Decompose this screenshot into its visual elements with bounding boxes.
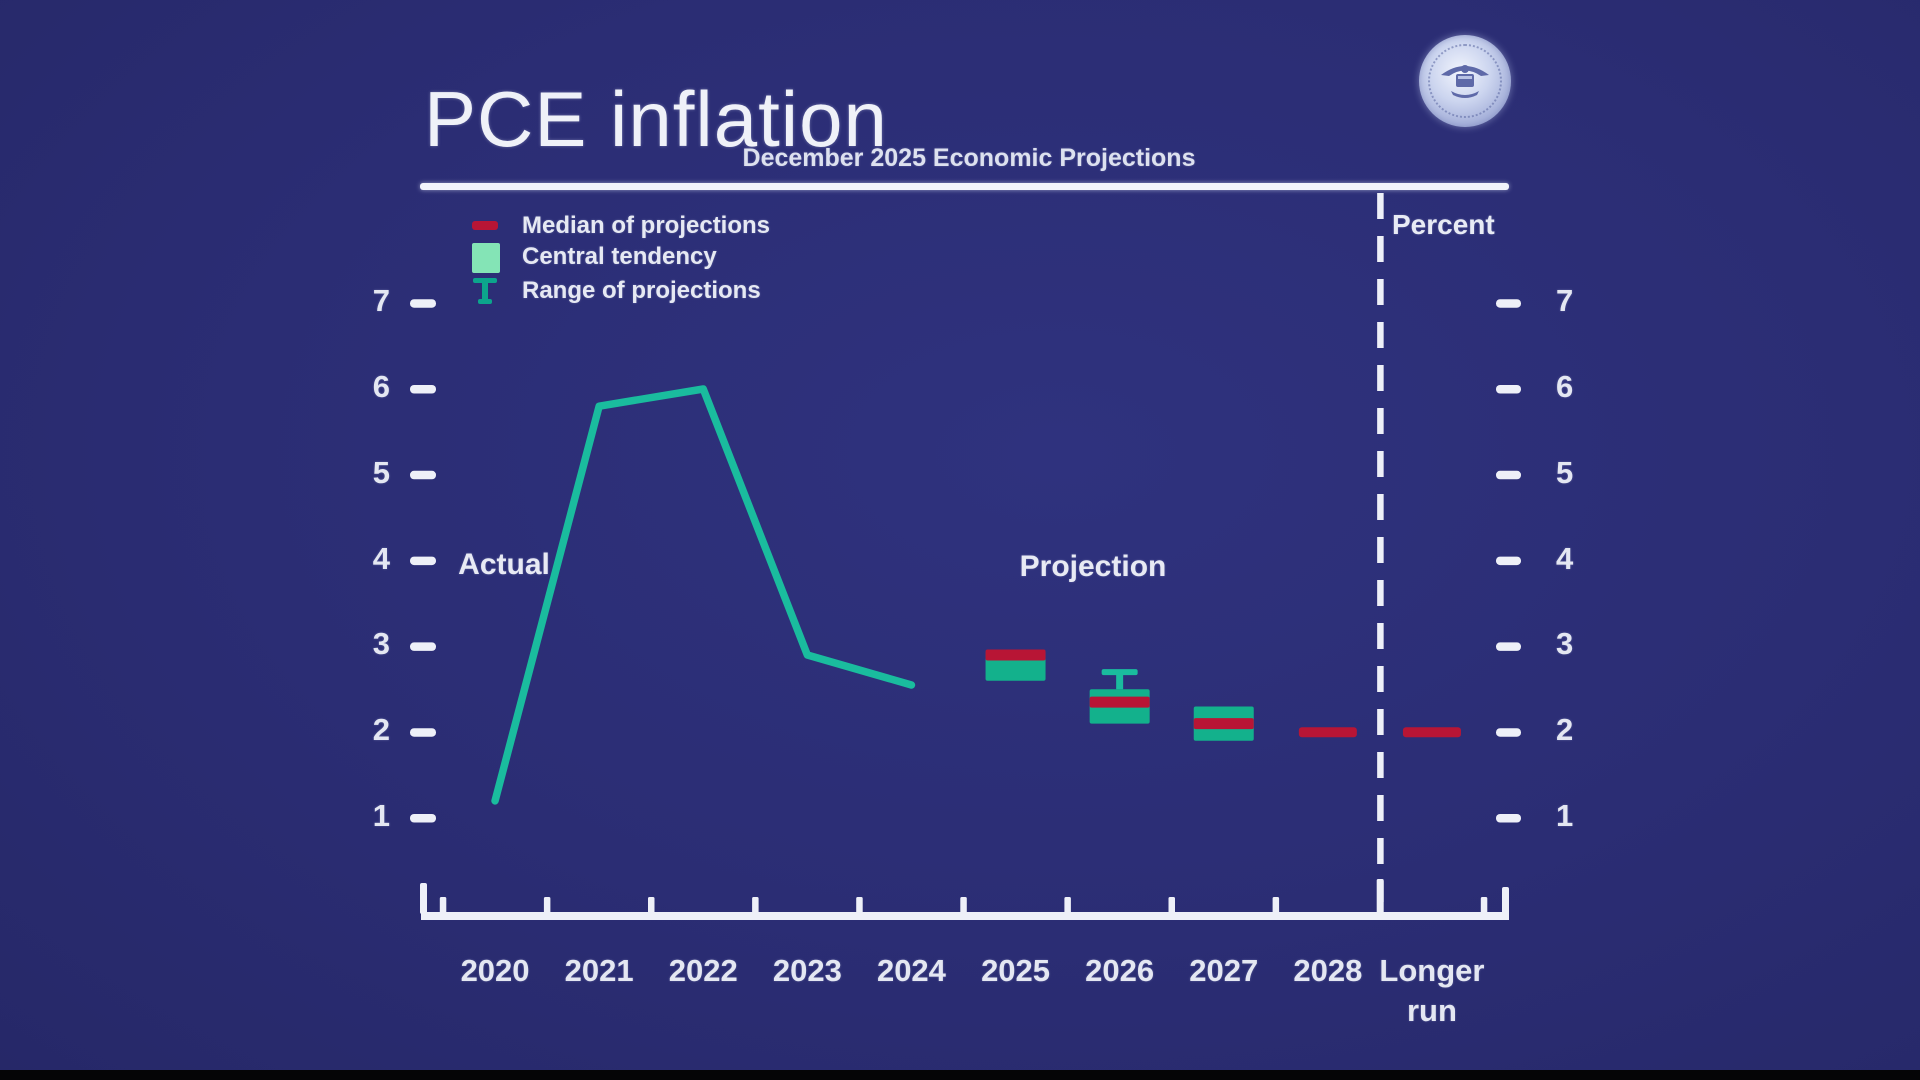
y-axis-label-left-6: 6 (372, 369, 390, 404)
x-axis-line (421, 912, 1509, 920)
actual-line (491, 385, 916, 805)
y-axis-label-right-5: 5 (1556, 454, 1574, 490)
y-axis-label-right-2: 2 (1556, 712, 1574, 748)
median-dash (1193, 718, 1254, 730)
y-axis-label-right-4: 4 (1556, 540, 1574, 576)
y-axis-tick-left (410, 556, 436, 566)
x-axis-end-tick-right (1502, 887, 1509, 914)
y-axis-tick-left (410, 299, 436, 308)
x-axis-label-2026: 2026 (1085, 953, 1155, 988)
x-axis-tick (1480, 897, 1488, 914)
legend-label-central-tendency: Central tendency (522, 243, 717, 270)
y-axis-tick-right (1496, 814, 1521, 823)
legend-label-median: Median of projections (522, 212, 771, 239)
y-axis-tick-right (1496, 642, 1521, 651)
letterbox-bottom-bar (0, 1070, 1920, 1080)
y-axis-tick-left (410, 385, 436, 394)
y-axis-unit-label: Percent (1392, 209, 1495, 240)
x-axis-label-2021: 2021 (564, 953, 634, 988)
y-axis-label-right-7: 7 (1556, 283, 1574, 319)
x-axis-tick (1272, 897, 1280, 914)
x-axis-label-2024: 2024 (876, 953, 946, 988)
legend-label-range: Range of projections (522, 277, 761, 304)
x-axis-tick (960, 897, 967, 914)
projection-annotation: Projection (1019, 550, 1167, 583)
x-axis-tick (856, 897, 863, 914)
central-tendency-swatch-icon (472, 243, 500, 273)
chart-top-border (420, 183, 1509, 190)
page-title: PCE inflation (424, 75, 888, 163)
x-axis-label-2027: 2027 (1189, 953, 1259, 988)
x-axis-label-2023: 2023 (772, 953, 842, 988)
x-axis-tick (543, 897, 551, 914)
x-axis-tick (1168, 897, 1175, 914)
y-axis-label-left-3: 3 (372, 626, 390, 662)
range-ibeam-icon (472, 278, 498, 304)
y-axis-tick-right (1496, 556, 1521, 566)
y-axis-label-right-3: 3 (1556, 626, 1574, 662)
range-whisker-stem (1116, 672, 1124, 690)
y-axis-tick-right (1496, 385, 1521, 394)
y-axis-tick-left (410, 470, 436, 480)
median-dash (1402, 727, 1461, 738)
x-axis-label-2022: 2022 (668, 953, 738, 988)
y-axis-label-right-6: 6 (1556, 369, 1574, 404)
y-axis-tick-left (410, 642, 436, 651)
x-axis-label-2028: 2028 (1293, 953, 1363, 988)
eagle-icon (1441, 65, 1489, 98)
x-axis-end-tick-left (420, 883, 427, 914)
y-axis-label-right-1: 1 (1556, 798, 1574, 833)
federal-reserve-seal (1419, 35, 1511, 127)
x-axis-tick (1064, 897, 1071, 914)
y-axis-tick-left (410, 814, 436, 823)
y-axis-label-left-1: 1 (372, 798, 390, 833)
median-dash (1298, 727, 1357, 738)
y-axis-label-left-2: 2 (372, 712, 390, 748)
legend-item-range: Range of projections (470, 277, 761, 304)
y-axis-tick-right (1496, 299, 1521, 308)
y-axis-tick-right (1496, 728, 1521, 737)
x-axis-label-2020: 2020 (460, 953, 530, 988)
x-axis-tick (752, 897, 759, 914)
y-axis-label-left-7: 7 (372, 283, 390, 319)
median-dash (1089, 696, 1150, 708)
x-axis-label-2025: 2025 (981, 953, 1051, 988)
x-axis-tick (439, 897, 447, 914)
y-axis-tick-left (410, 728, 436, 737)
x-axis-label-longer-run: Longer run (1379, 953, 1485, 1028)
actual-annotation: Actual (458, 548, 550, 581)
y-axis-tick-right (1496, 470, 1521, 480)
y-axis-label-left-4: 4 (372, 540, 390, 576)
median-dash-icon (472, 221, 498, 230)
x-axis-tick (648, 897, 655, 914)
median-dash (985, 649, 1046, 661)
y-axis-label-left-5: 5 (372, 454, 390, 490)
page-subtitle: December 2025 Economic Projections (742, 144, 1196, 172)
seal-inner-ring (1428, 44, 1502, 118)
